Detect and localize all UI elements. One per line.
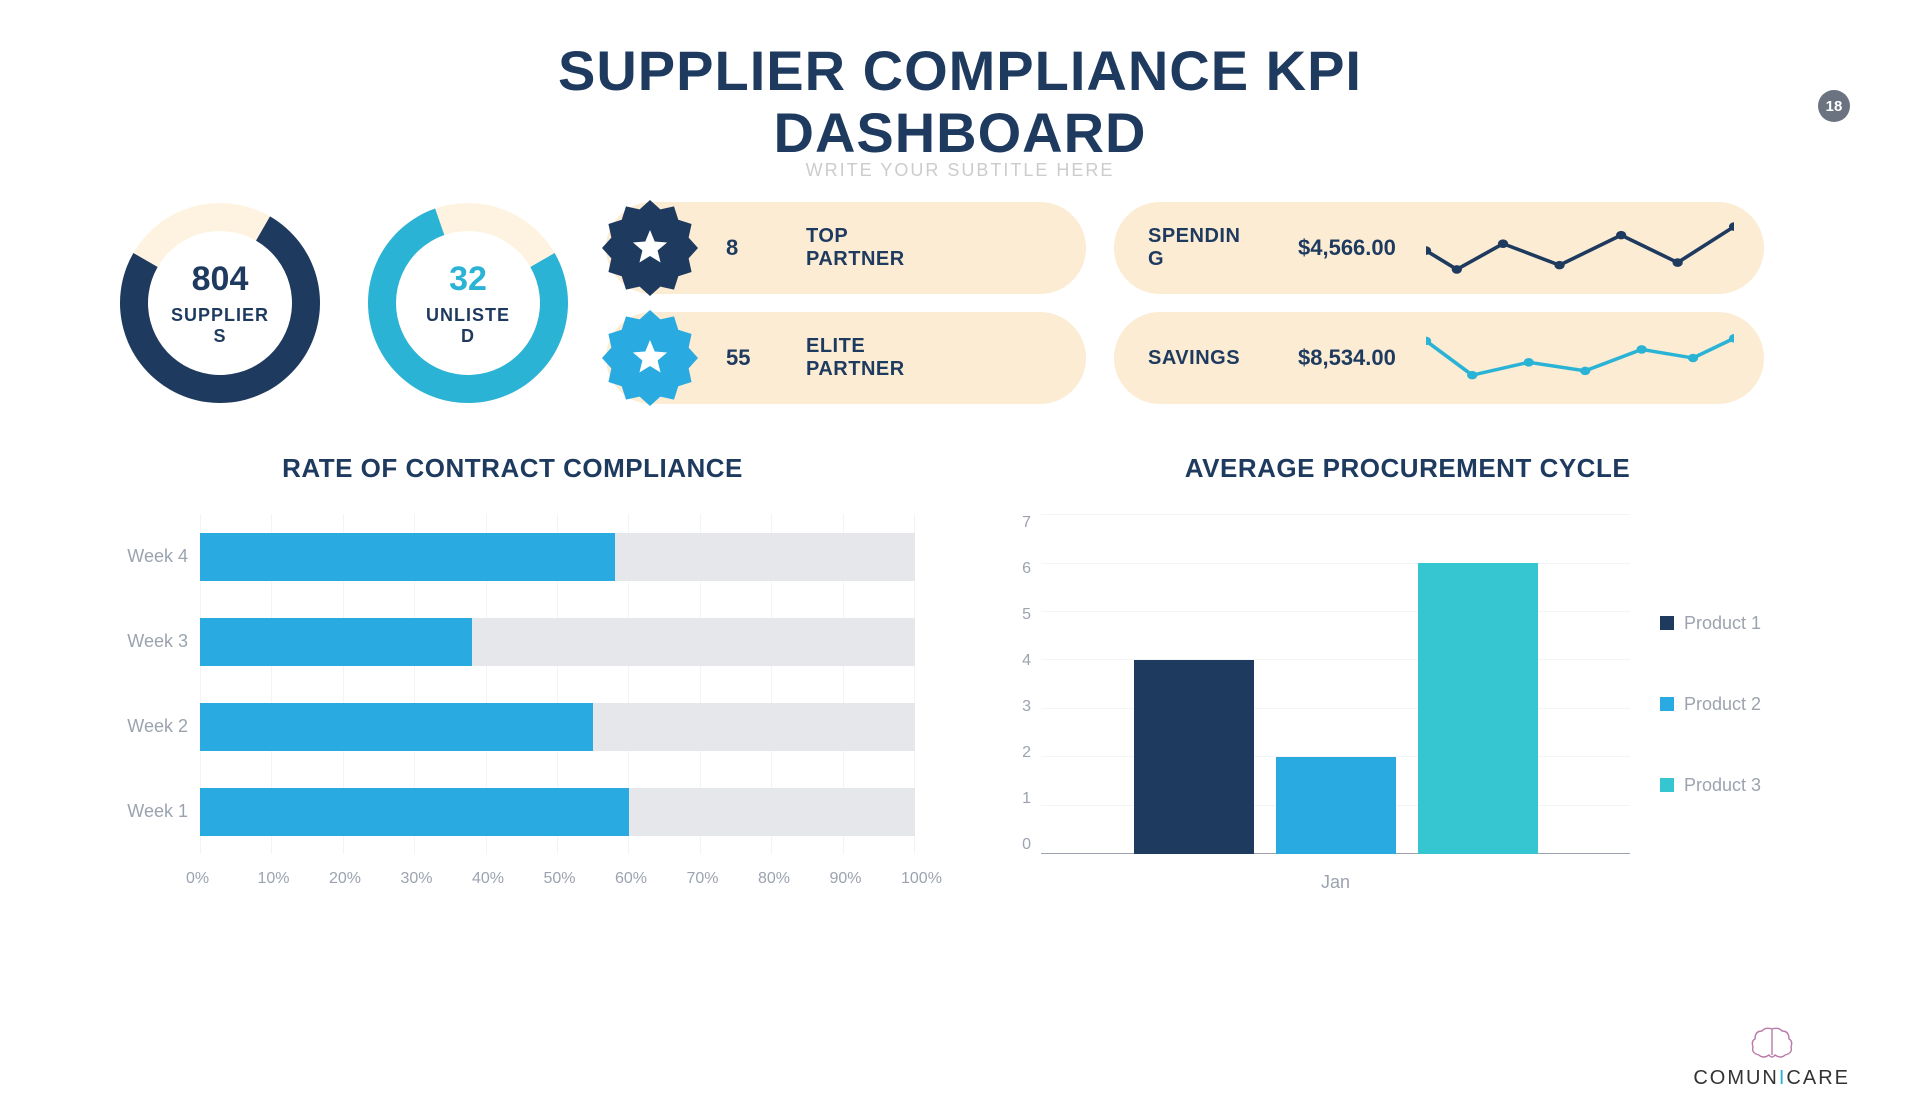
hbar-xtick-label: 70% (687, 870, 719, 888)
hbar-ylabel: Week 2 (110, 716, 200, 737)
hbar-xtick-label: 10% (258, 870, 290, 888)
subtitle-placeholder: WRITE YOUR SUBTITLE HERE (806, 160, 1115, 181)
donut-value: 32 (426, 260, 510, 299)
donut-label: SUPPLIERS (171, 305, 269, 346)
partner-count: 55 (726, 345, 776, 371)
vbar-xlabel: Jan (1041, 864, 1630, 894)
hbar-xtick-label: 60% (615, 870, 647, 888)
brain-icon (1693, 1023, 1850, 1067)
finance-amount: $8,534.00 (1298, 345, 1396, 371)
hbar-row (200, 533, 915, 581)
legend-swatch (1660, 697, 1674, 711)
hbar-ylabel: Week 4 (110, 546, 200, 567)
vbar-ytick: 3 (1005, 698, 1041, 716)
legend-label: Product 2 (1684, 694, 1761, 715)
hbar-xtick-label: 100% (901, 870, 942, 888)
elite-partner-pill: 55 ELITEPARTNER (606, 312, 1086, 404)
partner-count: 8 (726, 235, 776, 261)
finance-amount: $4,566.00 (1298, 235, 1396, 261)
hbar-xtick-label: 90% (830, 870, 862, 888)
finance-label: SAVINGS (1148, 347, 1268, 370)
legend-label: Product 1 (1684, 613, 1761, 634)
legend-label: Product 3 (1684, 775, 1761, 796)
hbar-xtick-label: 20% (329, 870, 361, 888)
hbar-fill (200, 533, 615, 581)
hbar-title: RATE OF CONTRACT COMPLIANCE (110, 453, 915, 484)
finance-label: SPENDING (1148, 225, 1268, 271)
partner-label: TOPPARTNER (806, 225, 905, 271)
logo-word2: CARE (1786, 1067, 1850, 1089)
legend-swatch (1660, 778, 1674, 792)
hbar-row (200, 703, 915, 751)
hbar-row (200, 618, 915, 666)
hbar-fill (200, 618, 472, 666)
vbar-ytick: 2 (1005, 744, 1041, 762)
hbar-xtick-label: 0% (186, 870, 209, 888)
title-line2: DASHBOARD (774, 101, 1147, 164)
vbar-ytick: 5 (1005, 606, 1041, 624)
hbar-xtick-label: 40% (472, 870, 504, 888)
hbar-fill (200, 788, 629, 836)
dashboard-title: SUPPLIER COMPLIANCE KPI DASHBOARD (0, 40, 1920, 163)
spending-pill: SPENDING $4,566.00 (1114, 202, 1764, 294)
vbar-title: AVERAGE PROCUREMENT CYCLE (1005, 453, 1810, 484)
vbar-block: AVERAGE PROCUREMENT CYCLE 7 6 5 4 3 2 1 0 Jan P… (1005, 453, 1810, 894)
vbar-product-1 (1134, 660, 1254, 854)
logo-word1: COMUN (1693, 1067, 1779, 1089)
vbar-ytick: 0 (1005, 836, 1041, 854)
hbar-block: RATE OF CONTRACT COMPLIANCE Week 4 Week 3… (110, 453, 915, 894)
hbar-chart: Week 4 Week 3 Week 2 Week 1 0% 10% 20% 30% 40% 5… (110, 514, 915, 894)
legend-item: Product 3 (1660, 775, 1810, 796)
charts-row: RATE OF CONTRACT COMPLIANCE Week 4 Week 3… (0, 413, 1920, 894)
hbar-ylabel: Week 1 (110, 801, 200, 822)
vbar-ytick: 6 (1005, 560, 1041, 578)
sparkline (1426, 218, 1734, 278)
partner-label: ELITEPARTNER (806, 335, 905, 381)
legend-item: Product 1 (1660, 613, 1810, 634)
vbar-product-3 (1418, 563, 1538, 854)
title-line1: SUPPLIER COMPLIANCE KPI (558, 39, 1362, 102)
vbar-product-2 (1276, 757, 1396, 854)
kpi-row: 804 SUPPLIERS 32 UNLISTED 8 TOPPARTNER 5… (0, 163, 1920, 413)
legend-swatch (1660, 616, 1674, 630)
vbar-ytick: 1 (1005, 790, 1041, 808)
page-number-badge: 18 (1818, 90, 1850, 122)
top-partner-pill: 8 TOPPARTNER (606, 202, 1086, 294)
vbar-ytick: 7 (1005, 514, 1041, 532)
vbar-chart: 7 6 5 4 3 2 1 0 Jan (1005, 514, 1630, 894)
unlisted-donut: 32 UNLISTED (358, 193, 578, 413)
hbar-ylabel: Week 3 (110, 631, 200, 652)
star-badge-icon (600, 198, 700, 298)
star-badge-icon (600, 308, 700, 408)
hbar-row (200, 788, 915, 836)
donut-label: UNLISTED (426, 305, 510, 346)
hbar-xtick-label: 80% (758, 870, 790, 888)
legend-item: Product 2 (1660, 694, 1810, 715)
suppliers-donut: 804 SUPPLIERS (110, 193, 330, 413)
vbar-ytick: 4 (1005, 652, 1041, 670)
savings-pill: SAVINGS $8,534.00 (1114, 312, 1764, 404)
donut-value: 804 (171, 260, 269, 299)
sparkline (1426, 328, 1734, 388)
hbar-fill (200, 703, 593, 751)
hbar-xtick-label: 50% (544, 870, 576, 888)
hbar-xtick-label: 30% (401, 870, 433, 888)
